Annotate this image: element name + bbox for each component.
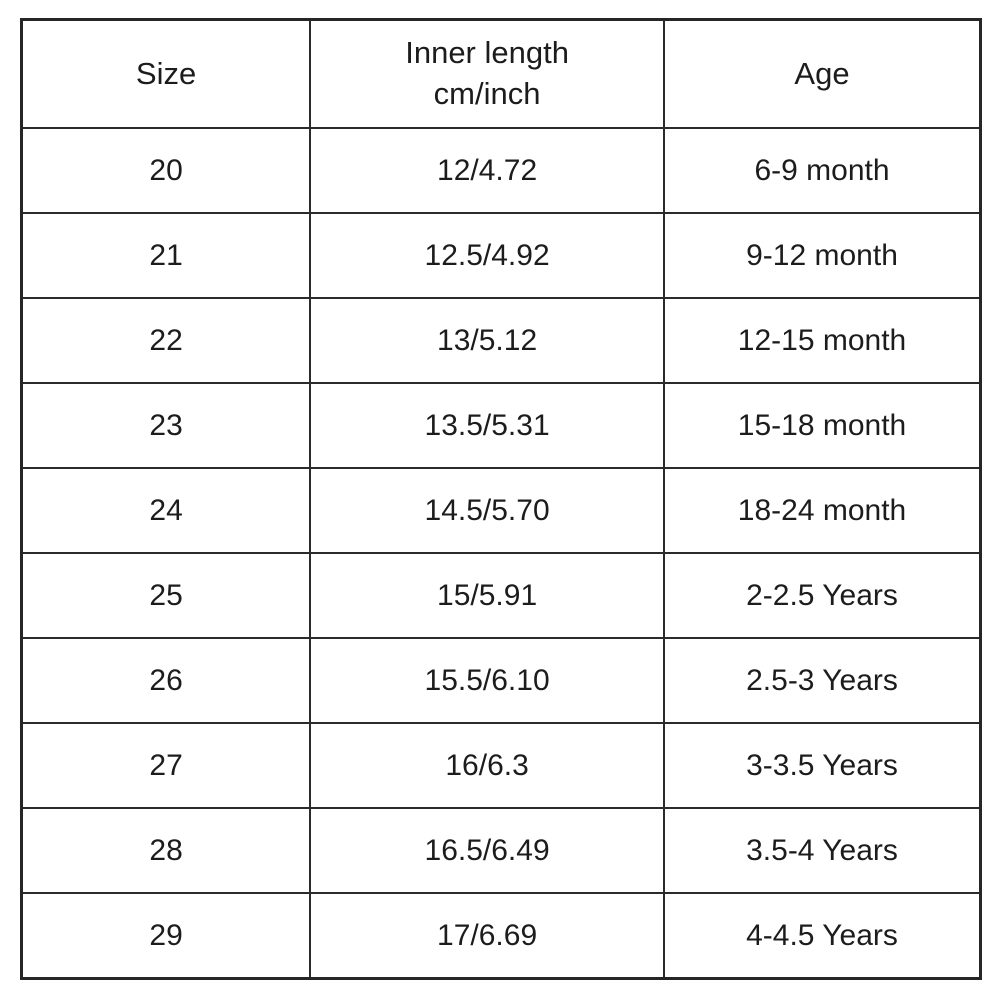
table-row: 29 17/6.69 4-4.5 Years — [20, 892, 982, 980]
cell-size: 23 — [20, 382, 312, 469]
cell-inner-length: 16.5/6.49 — [309, 807, 666, 894]
cell-age: 18-24 month — [663, 467, 982, 554]
header-inner-length-line1: Inner length — [405, 35, 569, 71]
cell-size: 24 — [20, 467, 312, 554]
cell-age: 15-18 month — [663, 382, 982, 469]
header-cell-age: Age — [663, 18, 982, 129]
cell-age: 3-3.5 Years — [663, 722, 982, 809]
size-chart: Size Inner length cm/inch Age 20 12/4.72… — [20, 18, 982, 980]
cell-size: 20 — [20, 127, 312, 214]
cell-size: 26 — [20, 637, 312, 724]
table-row: 20 12/4.72 6-9 month — [20, 127, 982, 214]
cell-age: 2-2.5 Years — [663, 552, 982, 639]
size-chart-table: Size Inner length cm/inch Age 20 12/4.72… — [20, 18, 982, 980]
cell-inner-length: 14.5/5.70 — [309, 467, 666, 554]
cell-inner-length: 13/5.12 — [309, 297, 666, 384]
header-row: Size Inner length cm/inch Age — [20, 18, 982, 129]
table-row: 26 15.5/6.10 2.5-3 Years — [20, 637, 982, 724]
cell-inner-length: 12.5/4.92 — [309, 212, 666, 299]
cell-size: 28 — [20, 807, 312, 894]
cell-inner-length: 16/6.3 — [309, 722, 666, 809]
header-inner-length-line2: cm/inch — [433, 76, 541, 111]
cell-age: 6-9 month — [663, 127, 982, 214]
cell-size: 27 — [20, 722, 312, 809]
cell-age: 12-15 month — [663, 297, 982, 384]
table-row: 27 16/6.3 3-3.5 Years — [20, 722, 982, 809]
table-row: 24 14.5/5.70 18-24 month — [20, 467, 982, 554]
cell-size: 22 — [20, 297, 312, 384]
cell-size: 29 — [20, 892, 312, 980]
table-row: 21 12.5/4.92 9-12 month — [20, 212, 982, 299]
table-row: 25 15/5.91 2-2.5 Years — [20, 552, 982, 639]
cell-inner-length: 17/6.69 — [309, 892, 666, 980]
cell-size: 25 — [20, 552, 312, 639]
cell-inner-length: 13.5/5.31 — [309, 382, 666, 469]
header-age-label: Age — [794, 55, 850, 91]
cell-age: 4-4.5 Years — [663, 892, 982, 980]
header-cell-size: Size — [20, 18, 312, 129]
table-header: Size Inner length cm/inch Age — [20, 18, 982, 129]
cell-age: 3.5-4 Years — [663, 807, 982, 894]
header-cell-inner-length: Inner length cm/inch — [309, 18, 666, 129]
table-body: 20 12/4.72 6-9 month 21 12.5/4.92 9-12 m… — [20, 127, 982, 980]
cell-inner-length: 15.5/6.10 — [309, 637, 666, 724]
cell-age: 9-12 month — [663, 212, 982, 299]
cell-age: 2.5-3 Years — [663, 637, 982, 724]
cell-size: 21 — [20, 212, 312, 299]
header-size-label: Size — [135, 55, 197, 91]
cell-inner-length: 15/5.91 — [309, 552, 666, 639]
table-row: 23 13.5/5.31 15-18 month — [20, 382, 982, 469]
table-row: 28 16.5/6.49 3.5-4 Years — [20, 807, 982, 894]
table-row: 22 13/5.12 12-15 month — [20, 297, 982, 384]
cell-inner-length: 12/4.72 — [309, 127, 666, 214]
